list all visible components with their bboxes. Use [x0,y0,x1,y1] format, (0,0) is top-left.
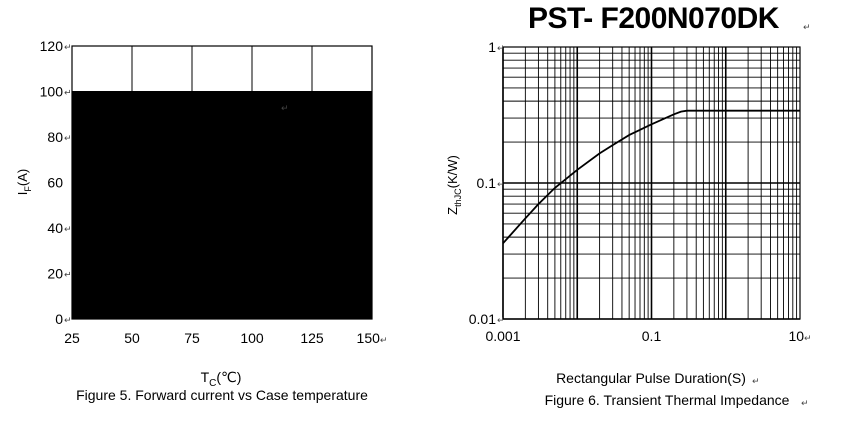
chart1-x-tick-label: 150↵ [357,330,388,346]
chart2-x-tick-label: 0.001 [485,328,520,344]
chart2-para-mark: ↵ [804,333,812,343]
chart1-y-axis-label: IF(A) [15,169,33,195]
chart1-x-tick-label: 125 [300,330,324,346]
chart1-y-tick-label: 20 [47,266,63,282]
chart1-para-mark: ↵ [64,224,72,234]
chart2-y-ticks: 0.01 ↵0.1 ↵1 ↵ [469,39,505,327]
document-title: PST- F200N070DK [528,2,779,35]
chart2-plot-frame [502,46,801,320]
chart1-y-tick-label: 0 [55,311,63,327]
chart1-para-mark: ↵ [380,335,388,345]
chart1-para-mark: ↵ [64,133,72,143]
chart2-caption: Figure 6. Transient Thermal Impedance [545,392,790,408]
chart2-xlabel-para-mark: ↵ [752,376,760,386]
title-para-mark: ↵ [803,22,811,32]
chart1-x-tick-label: 100 [240,330,264,346]
chart1-para-mark: ↵ [64,315,72,325]
chart1-x-tick-label: 75 [184,330,200,346]
chart1-area-series [71,91,373,320]
chart2-y-tick-label: 0.1 [477,175,497,191]
chart1-para-mark: ↵ [64,88,72,98]
chart1-x-axis-label: TC(℃) [201,369,242,389]
chart-thermal-impedance: 0.001 0.1 10↵ 0.01 ↵0.1 ↵1 ↵ ZthJC(K/W) Recta… [445,39,812,408]
chart1-x-ticks: 25 50 75 100 125 150↵ [64,330,387,346]
chart2-para-mark: ↵ [497,179,505,189]
chart1-para-mark: ↵ [64,270,72,280]
chart2-x-tick-label: 0.1 [642,328,662,344]
chart2-x-axis-label: Rectangular Pulse Duration(S) [556,370,746,386]
chart1-marks [71,91,373,320]
chart1-x-tick-label: 50 [124,330,140,346]
chart2-caption-para-mark: ↵ [801,398,809,408]
chart1-y-tick-label: 60 [47,175,63,191]
chart1-para-mark: ↵ [64,42,72,52]
chart2-marks [502,109,800,244]
chart2-y-tick-label: 0.01 [469,311,496,327]
chart2-para-mark: ↵ [497,43,505,53]
chart1-caption: Figure 5. Forward current vs Case temper… [76,387,368,403]
chart1-x-tick-label: 25 [64,330,80,346]
chart1-y-tick-label: 80 [47,129,63,145]
chart2-y-axis-label: ZthJC(K/W) [445,155,463,215]
chart2-y-tick-label: 1 [488,39,496,55]
chart2-para-mark: ↵ [497,315,505,325]
chart1-stray-mark: ↵ [281,103,289,113]
chart1-y-tick-label: 120 [40,38,64,54]
chart1-y-tick-label: 100 [40,84,64,100]
chart2-grid [502,47,800,320]
chart2-x-ticks: 0.001 0.1 10↵ [485,328,811,344]
chart1-plot-frame [71,45,373,320]
chart1-y-tick-label: 40 [47,220,63,236]
chart2-x-tick-label: 10↵ [788,328,811,344]
chart2-series-line [502,109,800,244]
